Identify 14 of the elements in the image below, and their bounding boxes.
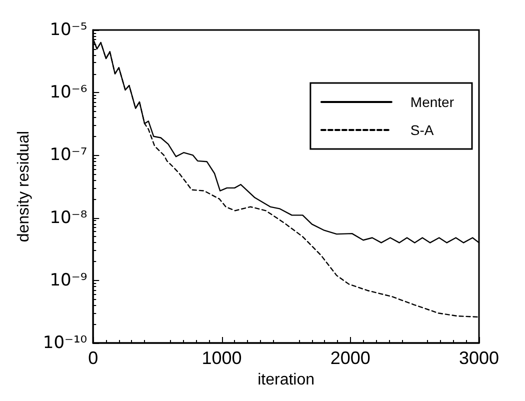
x-tick-label: 0	[88, 348, 98, 368]
x-axis-title: iteration	[258, 371, 315, 388]
x-tick-label: 1000	[202, 348, 242, 368]
y-axis-title: density residual	[16, 130, 32, 242]
x-tick-label: 2000	[330, 348, 370, 368]
y-tick-label: 10⁻⁶	[50, 82, 88, 103]
y-tick-label: 10⁻⁵	[50, 20, 88, 40]
legend-label: S-A	[410, 122, 434, 138]
y-tick-label: 10⁻¹⁰	[42, 333, 88, 353]
y-tick-label: 10⁻⁹	[50, 270, 88, 290]
legend-label: Menter	[410, 94, 454, 110]
y-tick-label: 10⁻⁷	[50, 145, 88, 166]
x-tick-label: 3000	[458, 348, 500, 368]
y-tick-label: 10⁻⁸	[50, 208, 88, 228]
